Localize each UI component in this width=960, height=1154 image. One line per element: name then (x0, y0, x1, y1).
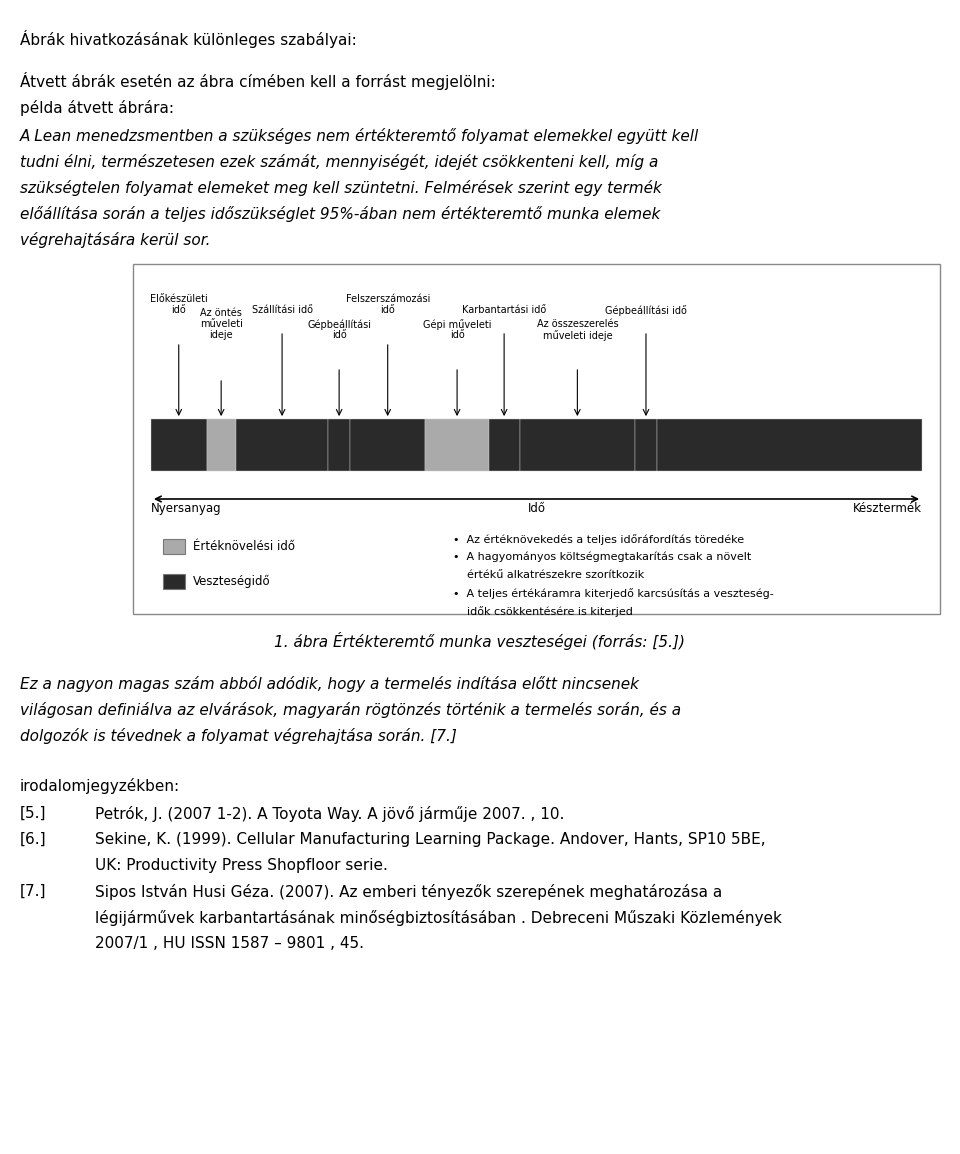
Text: irodalomjegyzékben:: irodalomjegyzékben: (20, 778, 180, 794)
Text: idő: idő (332, 330, 347, 340)
Text: Ábrák hivatkozásának különleges szabályai:: Ábrák hivatkozásának különleges szabálya… (20, 30, 357, 48)
Text: példa átvett ábrára:: példa átvett ábrára: (20, 100, 174, 117)
Text: Ez a nagyon magas szám abból adódik, hogy a termelés indítása előtt nincsenek: Ez a nagyon magas szám abból adódik, hog… (20, 676, 639, 692)
Text: Késztermék: Késztermék (853, 502, 922, 515)
Text: világosan definiálva az elvárások, magyarán rögtönzés történik a termelés során,: világosan definiálva az elvárások, magya… (20, 702, 682, 718)
Bar (489, 419, 519, 471)
Text: Karbantartási idő: Karbantartási idő (462, 305, 546, 315)
Text: ideje: ideje (209, 330, 233, 340)
Text: Átvett ábrák esetén az ábra címében kell a forrást megjelölni:: Átvett ábrák esetén az ábra címében kell… (20, 72, 495, 90)
Text: Nyersanyag: Nyersanyag (151, 502, 222, 515)
Text: Felszerszámozási: Felszerszámozási (346, 294, 430, 304)
Text: Az összeszerelés: Az összeszerelés (537, 319, 618, 329)
Text: műveleti ideje: műveleti ideje (542, 330, 612, 340)
Text: idő: idő (449, 330, 465, 340)
Text: szükségtelen folyamat elemeket meg kell szüntetni. Felmérések szerint egy termék: szükségtelen folyamat elemeket meg kell … (20, 180, 661, 196)
Text: értékű alkatrészekre szorítkozik: értékű alkatrészekre szorítkozik (467, 570, 644, 580)
Text: idők csökkentésére is kiterjed: idők csökkentésére is kiterjed (467, 606, 633, 617)
Bar (636, 419, 657, 471)
Text: •  A teljes értékáramra kiterjedő karcsúsítás a veszteség-: • A teljes értékáramra kiterjedő karcsús… (453, 589, 774, 599)
Text: 1. ábra Értékteremtő munka veszteségei (forrás: [5.]): 1. ábra Értékteremtő munka veszteségei (… (275, 632, 685, 650)
Bar (151, 419, 206, 471)
Text: [6.]: [6.] (20, 832, 47, 847)
Text: Szállítási idő: Szállítási idő (252, 305, 313, 315)
Bar (657, 419, 922, 471)
Text: UK: Productivity Press Shopfloor serie.: UK: Productivity Press Shopfloor serie. (95, 859, 388, 872)
Text: •  Az értéknövekedés a teljes időráfordítás töredéke: • Az értéknövekedés a teljes időráfordít… (453, 534, 744, 545)
Text: dolgozók is tévednek a folyamat végrehajtása során. [7.]: dolgozók is tévednek a folyamat végrehaj… (20, 728, 457, 744)
Text: Petrók, J. (2007 1-2). A Toyota Way. A jövő járműje 2007. , 10.: Petrók, J. (2007 1-2). A Toyota Way. A j… (95, 805, 564, 822)
Text: idő: idő (380, 305, 396, 315)
Bar (236, 419, 328, 471)
Text: előállítása során a teljes időszükséglet 95%-ában nem értékteremtő munka elemek: előállítása során a teljes időszükséglet… (20, 207, 660, 222)
Text: Előkészületi: Előkészületi (150, 294, 207, 304)
Bar (163, 574, 185, 589)
Text: Sekine, K. (1999). Cellular Manufacturing Learning Package. Andover, Hants, SP10: Sekine, K. (1999). Cellular Manufacturin… (95, 832, 766, 847)
Text: műveleti: műveleti (200, 319, 243, 329)
Text: idő: idő (172, 305, 186, 315)
Bar (328, 419, 349, 471)
Bar (519, 419, 636, 471)
Bar (133, 264, 940, 614)
Text: Veszteségidő: Veszteségidő (193, 575, 271, 589)
Text: Gépi műveleti: Gépi műveleti (422, 319, 492, 330)
Bar (163, 539, 185, 554)
Text: Az öntés: Az öntés (201, 308, 242, 319)
Text: Gépbeállítási: Gépbeállítási (307, 319, 372, 330)
Text: Értéknövelési idő: Értéknövelési idő (193, 540, 295, 553)
Text: A Lean menedzsmentben a szükséges nem értékteremtő folyamat elemekkel együtt kel: A Lean menedzsmentben a szükséges nem ér… (20, 128, 699, 144)
Text: [5.]: [5.] (20, 805, 46, 820)
Text: Sipos István Husi Géza. (2007). Az emberi tényezők szerepének meghatározása a: Sipos István Husi Géza. (2007). Az ember… (95, 884, 722, 900)
Text: Gépbeállítási idő: Gépbeállítási idő (605, 305, 687, 316)
Text: légijárművek karbantartásának minőségbiztosításában . Debreceni Műszaki Közlemén: légijárművek karbantartásának minőségbiz… (95, 911, 781, 926)
Text: •  A hagyományos költségmegtakarítás csak a növelt: • A hagyományos költségmegtakarítás csak… (453, 552, 752, 562)
Text: tudni élni, természetesen ezek számát, mennyiségét, idejét csökkenteni kell, míg: tudni élni, természetesen ezek számát, m… (20, 153, 659, 170)
Bar (425, 419, 489, 471)
Text: végrehajtására kerül sor.: végrehajtására kerül sor. (20, 232, 210, 248)
Text: [7.]: [7.] (20, 884, 46, 899)
Bar (349, 419, 425, 471)
Text: 2007/1 , HU ISSN 1587 – 9801 , 45.: 2007/1 , HU ISSN 1587 – 9801 , 45. (95, 936, 364, 951)
Bar (206, 419, 236, 471)
Text: Idő: Idő (527, 502, 545, 515)
